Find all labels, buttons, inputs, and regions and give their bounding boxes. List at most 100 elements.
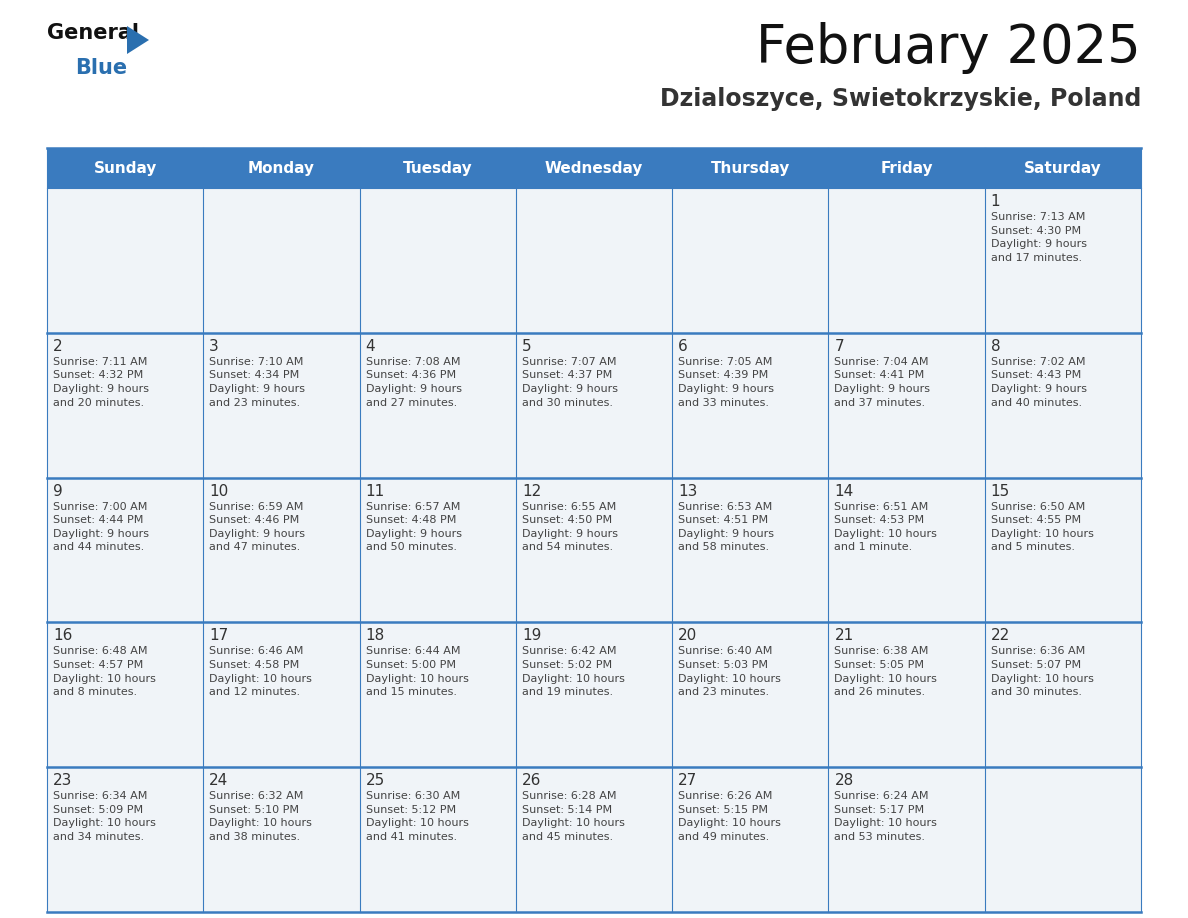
Text: General: General: [48, 23, 139, 43]
Text: Sunrise: 6:48 AM
Sunset: 4:57 PM
Daylight: 10 hours
and 8 minutes.: Sunrise: 6:48 AM Sunset: 4:57 PM Dayligh…: [53, 646, 156, 697]
Bar: [360, 477, 516, 622]
Bar: [516, 767, 672, 912]
Polygon shape: [127, 26, 148, 54]
Bar: [48, 477, 203, 622]
Text: February 2025: February 2025: [757, 22, 1140, 74]
Text: Sunrise: 6:53 AM
Sunset: 4:51 PM
Daylight: 9 hours
and 58 minutes.: Sunrise: 6:53 AM Sunset: 4:51 PM Dayligh…: [678, 501, 775, 553]
Text: Sunrise: 6:50 AM
Sunset: 4:55 PM
Daylight: 10 hours
and 5 minutes.: Sunrise: 6:50 AM Sunset: 4:55 PM Dayligh…: [991, 501, 1094, 553]
Text: 9: 9: [53, 484, 63, 498]
Bar: [203, 333, 360, 477]
Text: 26: 26: [522, 773, 542, 789]
Text: 28: 28: [834, 773, 854, 789]
Text: Sunrise: 6:40 AM
Sunset: 5:03 PM
Daylight: 10 hours
and 23 minutes.: Sunrise: 6:40 AM Sunset: 5:03 PM Dayligh…: [678, 646, 781, 697]
Bar: [828, 767, 985, 912]
Bar: [672, 767, 828, 912]
Text: Sunrise: 6:44 AM
Sunset: 5:00 PM
Daylight: 10 hours
and 15 minutes.: Sunrise: 6:44 AM Sunset: 5:00 PM Dayligh…: [366, 646, 468, 697]
Text: Sunrise: 6:51 AM
Sunset: 4:53 PM
Daylight: 10 hours
and 1 minute.: Sunrise: 6:51 AM Sunset: 4:53 PM Dayligh…: [834, 501, 937, 553]
Text: Sunrise: 6:57 AM
Sunset: 4:48 PM
Daylight: 9 hours
and 50 minutes.: Sunrise: 6:57 AM Sunset: 4:48 PM Dayligh…: [366, 501, 462, 553]
Text: 4: 4: [366, 339, 375, 353]
Text: 22: 22: [991, 629, 1010, 644]
Text: Sunrise: 7:08 AM
Sunset: 4:36 PM
Daylight: 9 hours
and 27 minutes.: Sunrise: 7:08 AM Sunset: 4:36 PM Dayligh…: [366, 357, 462, 408]
Text: Sunrise: 6:32 AM
Sunset: 5:10 PM
Daylight: 10 hours
and 38 minutes.: Sunrise: 6:32 AM Sunset: 5:10 PM Dayligh…: [209, 791, 312, 842]
Text: 15: 15: [991, 484, 1010, 498]
Text: Sunrise: 7:11 AM
Sunset: 4:32 PM
Daylight: 9 hours
and 20 minutes.: Sunrise: 7:11 AM Sunset: 4:32 PM Dayligh…: [53, 357, 148, 408]
Text: Tuesday: Tuesday: [403, 161, 473, 175]
Text: Sunrise: 7:07 AM
Sunset: 4:37 PM
Daylight: 9 hours
and 30 minutes.: Sunrise: 7:07 AM Sunset: 4:37 PM Dayligh…: [522, 357, 618, 408]
Text: Monday: Monday: [248, 161, 315, 175]
Text: Sunrise: 6:38 AM
Sunset: 5:05 PM
Daylight: 10 hours
and 26 minutes.: Sunrise: 6:38 AM Sunset: 5:05 PM Dayligh…: [834, 646, 937, 697]
Text: 18: 18: [366, 629, 385, 644]
Text: 25: 25: [366, 773, 385, 789]
Bar: [360, 333, 516, 477]
Text: 1: 1: [991, 194, 1000, 209]
Bar: [672, 622, 828, 767]
Text: Sunrise: 6:34 AM
Sunset: 5:09 PM
Daylight: 10 hours
and 34 minutes.: Sunrise: 6:34 AM Sunset: 5:09 PM Dayligh…: [53, 791, 156, 842]
Text: Sunday: Sunday: [94, 161, 157, 175]
Bar: [48, 188, 203, 333]
Bar: [828, 477, 985, 622]
Text: Sunrise: 6:24 AM
Sunset: 5:17 PM
Daylight: 10 hours
and 53 minutes.: Sunrise: 6:24 AM Sunset: 5:17 PM Dayligh…: [834, 791, 937, 842]
Text: 8: 8: [991, 339, 1000, 353]
Bar: [828, 622, 985, 767]
Text: Sunrise: 6:46 AM
Sunset: 4:58 PM
Daylight: 10 hours
and 12 minutes.: Sunrise: 6:46 AM Sunset: 4:58 PM Dayligh…: [209, 646, 312, 697]
Text: Sunrise: 7:13 AM
Sunset: 4:30 PM
Daylight: 9 hours
and 17 minutes.: Sunrise: 7:13 AM Sunset: 4:30 PM Dayligh…: [991, 212, 1087, 263]
Bar: [828, 188, 985, 333]
Text: 2: 2: [53, 339, 63, 353]
Bar: [516, 333, 672, 477]
Text: Sunrise: 7:05 AM
Sunset: 4:39 PM
Daylight: 9 hours
and 33 minutes.: Sunrise: 7:05 AM Sunset: 4:39 PM Dayligh…: [678, 357, 775, 408]
Text: 11: 11: [366, 484, 385, 498]
Text: 13: 13: [678, 484, 697, 498]
Text: 6: 6: [678, 339, 688, 353]
Text: 10: 10: [209, 484, 228, 498]
Bar: [48, 148, 1140, 188]
Text: Thursday: Thursday: [710, 161, 790, 175]
Bar: [48, 333, 203, 477]
Text: 19: 19: [522, 629, 542, 644]
Text: 24: 24: [209, 773, 228, 789]
Text: Sunrise: 6:55 AM
Sunset: 4:50 PM
Daylight: 9 hours
and 54 minutes.: Sunrise: 6:55 AM Sunset: 4:50 PM Dayligh…: [522, 501, 618, 553]
Bar: [203, 188, 360, 333]
Text: Sunrise: 6:28 AM
Sunset: 5:14 PM
Daylight: 10 hours
and 45 minutes.: Sunrise: 6:28 AM Sunset: 5:14 PM Dayligh…: [522, 791, 625, 842]
Text: 3: 3: [209, 339, 219, 353]
Bar: [516, 477, 672, 622]
Bar: [985, 477, 1140, 622]
Text: 16: 16: [53, 629, 72, 644]
Bar: [516, 622, 672, 767]
Bar: [672, 477, 828, 622]
Bar: [985, 188, 1140, 333]
Bar: [672, 188, 828, 333]
Text: Sunrise: 7:00 AM
Sunset: 4:44 PM
Daylight: 9 hours
and 44 minutes.: Sunrise: 7:00 AM Sunset: 4:44 PM Dayligh…: [53, 501, 148, 553]
Text: Sunrise: 6:36 AM
Sunset: 5:07 PM
Daylight: 10 hours
and 30 minutes.: Sunrise: 6:36 AM Sunset: 5:07 PM Dayligh…: [991, 646, 1094, 697]
Text: Sunrise: 7:02 AM
Sunset: 4:43 PM
Daylight: 9 hours
and 40 minutes.: Sunrise: 7:02 AM Sunset: 4:43 PM Dayligh…: [991, 357, 1087, 408]
Bar: [516, 188, 672, 333]
Text: Sunrise: 6:59 AM
Sunset: 4:46 PM
Daylight: 9 hours
and 47 minutes.: Sunrise: 6:59 AM Sunset: 4:46 PM Dayligh…: [209, 501, 305, 553]
Text: 23: 23: [53, 773, 72, 789]
Text: 7: 7: [834, 339, 843, 353]
Bar: [48, 622, 203, 767]
Text: Saturday: Saturday: [1024, 161, 1101, 175]
Text: Sunrise: 6:42 AM
Sunset: 5:02 PM
Daylight: 10 hours
and 19 minutes.: Sunrise: 6:42 AM Sunset: 5:02 PM Dayligh…: [522, 646, 625, 697]
Text: Wednesday: Wednesday: [545, 161, 643, 175]
Text: Sunrise: 6:30 AM
Sunset: 5:12 PM
Daylight: 10 hours
and 41 minutes.: Sunrise: 6:30 AM Sunset: 5:12 PM Dayligh…: [366, 791, 468, 842]
Text: Sunrise: 7:10 AM
Sunset: 4:34 PM
Daylight: 9 hours
and 23 minutes.: Sunrise: 7:10 AM Sunset: 4:34 PM Dayligh…: [209, 357, 305, 408]
Bar: [985, 622, 1140, 767]
Bar: [203, 767, 360, 912]
Text: Dzialoszyce, Swietokrzyskie, Poland: Dzialoszyce, Swietokrzyskie, Poland: [659, 87, 1140, 111]
Bar: [48, 767, 203, 912]
Text: 12: 12: [522, 484, 541, 498]
Bar: [672, 333, 828, 477]
Text: Blue: Blue: [75, 58, 127, 78]
Text: 20: 20: [678, 629, 697, 644]
Text: Sunrise: 6:26 AM
Sunset: 5:15 PM
Daylight: 10 hours
and 49 minutes.: Sunrise: 6:26 AM Sunset: 5:15 PM Dayligh…: [678, 791, 781, 842]
Text: 21: 21: [834, 629, 854, 644]
Bar: [985, 333, 1140, 477]
Text: Sunrise: 7:04 AM
Sunset: 4:41 PM
Daylight: 9 hours
and 37 minutes.: Sunrise: 7:04 AM Sunset: 4:41 PM Dayligh…: [834, 357, 930, 408]
Text: 5: 5: [522, 339, 531, 353]
Bar: [828, 333, 985, 477]
Bar: [203, 477, 360, 622]
Text: Friday: Friday: [880, 161, 933, 175]
Bar: [360, 767, 516, 912]
Text: 14: 14: [834, 484, 854, 498]
Bar: [360, 188, 516, 333]
Bar: [203, 622, 360, 767]
